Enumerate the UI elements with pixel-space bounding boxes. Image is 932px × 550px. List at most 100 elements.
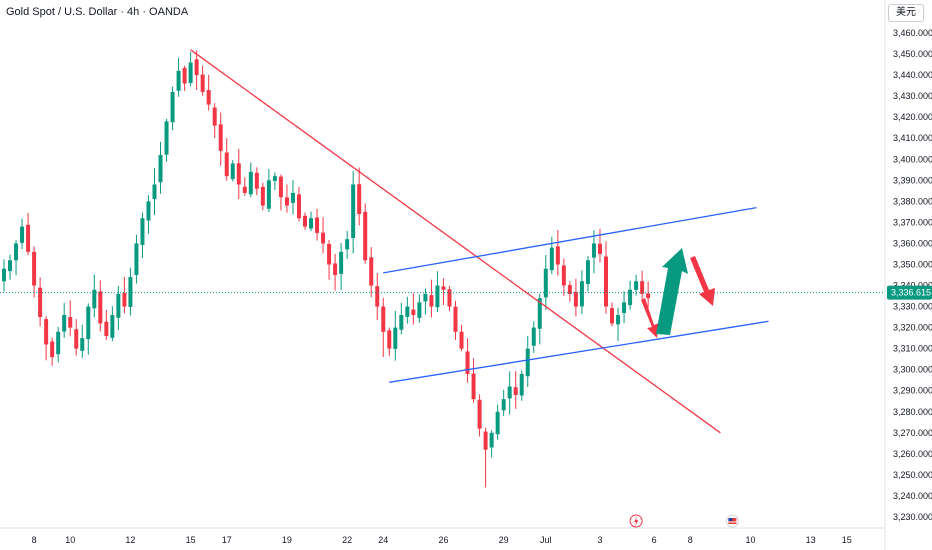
- candle-body: [80, 338, 85, 351]
- x-tick-label: 29: [499, 535, 509, 545]
- candle-body: [122, 293, 127, 307]
- candle-body: [62, 314, 67, 332]
- candle-body: [519, 373, 524, 396]
- candle-body: [182, 67, 187, 84]
- x-tick-label: 10: [65, 535, 75, 545]
- candle-body: [20, 226, 25, 243]
- candle-body: [98, 291, 103, 324]
- y-tick-label: 3,260.000: [893, 449, 932, 459]
- candle-body: [429, 295, 434, 307]
- candle-body: [92, 289, 97, 309]
- candle-body: [284, 197, 289, 206]
- arrow-down-icon: [641, 298, 659, 338]
- x-tick-label: 3: [597, 535, 602, 545]
- candle-body: [465, 351, 470, 374]
- candle-body: [423, 293, 428, 302]
- candle-body: [8, 260, 13, 272]
- x-tick-label: 13: [806, 535, 816, 545]
- candle-body: [375, 286, 380, 307]
- candle-body: [152, 184, 157, 200]
- candle-body: [640, 281, 645, 294]
- candle-body: [315, 217, 320, 233]
- arrow-down-icon: [690, 256, 715, 306]
- candle-body: [333, 263, 338, 275]
- candle-body: [585, 260, 590, 284]
- x-tick-label: 15: [842, 535, 852, 545]
- candle-body: [194, 59, 199, 76]
- x-tick-label: 24: [378, 535, 388, 545]
- candle-body: [579, 281, 584, 307]
- arrow-up-icon: [656, 248, 688, 335]
- chart-title: Gold Spot / U.S. Dollar · 4h · OANDA: [6, 6, 189, 18]
- y-tick-label: 3,410.000: [893, 133, 932, 143]
- candle-body: [646, 293, 651, 299]
- candle-body: [296, 194, 301, 219]
- candle-body: [290, 192, 295, 203]
- candle-body: [405, 306, 410, 317]
- candle-body: [158, 155, 163, 183]
- candle-body: [447, 289, 452, 307]
- lightning-glyph: [634, 516, 639, 527]
- descending-trendline[interactable]: [190, 49, 721, 434]
- candle-body: [110, 314, 115, 338]
- candle-body: [26, 224, 31, 252]
- candle-body: [176, 70, 181, 91]
- current-price-badge: [887, 285, 932, 300]
- candle-body: [327, 243, 332, 265]
- candle-body: [134, 243, 139, 275]
- candle-body: [278, 176, 283, 198]
- candle-body: [50, 341, 55, 358]
- candle-body: [14, 243, 19, 261]
- y-tick-label: 3,230.000: [893, 512, 932, 522]
- y-tick-label: 3,300.000: [893, 365, 932, 375]
- x-tick-label: 17: [222, 535, 232, 545]
- candle-body: [164, 121, 169, 155]
- x-tick-label: Jul: [540, 535, 552, 545]
- candle-body: [357, 184, 362, 214]
- candle-body: [206, 90, 211, 105]
- x-tick-label: 10: [745, 535, 755, 545]
- candle-body: [435, 285, 440, 308]
- y-tick-label: 3,380.000: [893, 196, 932, 206]
- channel-lower-line[interactable]: [389, 320, 769, 383]
- candle-body: [230, 163, 235, 180]
- candle-body: [188, 62, 193, 83]
- channel-upper-line[interactable]: [383, 207, 757, 274]
- candle-body: [254, 172, 259, 189]
- y-tick-label: 3,240.000: [893, 491, 932, 501]
- candle-body: [441, 286, 446, 290]
- candle-body: [74, 329, 79, 349]
- candle-body: [236, 163, 241, 185]
- y-tick-label: 3,270.000: [893, 428, 932, 438]
- candle-body: [573, 291, 578, 307]
- candle-body: [610, 308, 615, 324]
- candle-body: [351, 184, 356, 238]
- candle-body: [507, 386, 512, 399]
- y-tick-label: 3,320.000: [893, 323, 932, 333]
- candle-body: [86, 306, 91, 340]
- candle-body: [543, 268, 548, 298]
- y-tick-label: 3,360.000: [893, 238, 932, 248]
- y-tick-label: 3,250.000: [893, 470, 932, 480]
- y-tick-label: 3,280.000: [893, 407, 932, 417]
- x-tick-label: 12: [125, 535, 135, 545]
- candle-body: [489, 432, 494, 448]
- candle-body: [200, 74, 205, 92]
- candle-body: [561, 265, 566, 286]
- x-tick-label: 8: [688, 535, 693, 545]
- candle-body: [417, 302, 422, 318]
- candle-body: [140, 218, 145, 245]
- y-tick-label: 3,390.000: [893, 175, 932, 185]
- candle-body: [555, 246, 560, 265]
- candle-body: [38, 287, 43, 318]
- candle-body: [339, 251, 344, 274]
- candle-body: [32, 251, 37, 286]
- y-tick-label: 3,400.000: [893, 154, 932, 164]
- candle-body: [628, 289, 633, 306]
- candle-body: [597, 243, 602, 254]
- x-tick-label: 22: [342, 535, 352, 545]
- currency-button[interactable]: 美元: [888, 4, 924, 22]
- candle-body: [2, 268, 6, 282]
- x-tick-label: 6: [652, 535, 657, 545]
